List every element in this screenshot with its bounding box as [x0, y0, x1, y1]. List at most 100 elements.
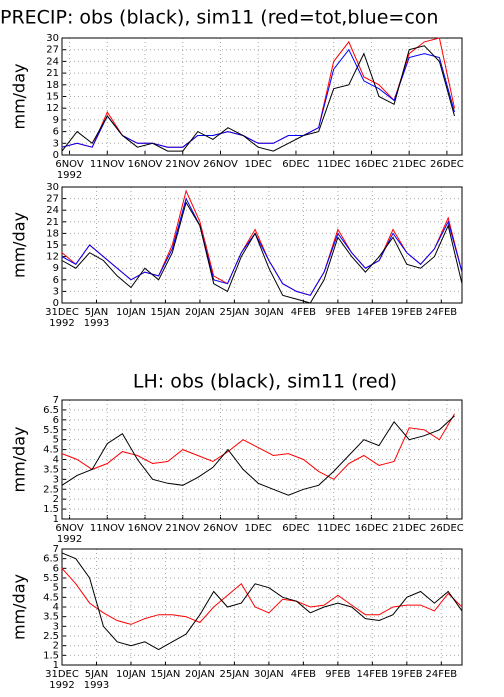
x-tick-label: 24FEB [425, 669, 457, 680]
y-tick-label: 4.5 [43, 592, 59, 603]
y-tick-label: 30 [46, 182, 59, 193]
x-tick-label: 6DEC [282, 159, 309, 170]
y-tick-label: 24 [46, 56, 59, 67]
y-tick-label: 5 [53, 435, 59, 446]
plot-frame [61, 37, 463, 156]
y-tick-label: 2.5 [43, 484, 59, 495]
x-tick-label: 9FEB [325, 669, 350, 680]
y-tick-label: 3 [53, 621, 59, 632]
x-tick-label: 16DEC [355, 523, 389, 534]
y-tick-label: 5.5 [43, 425, 59, 436]
x-tick-label: 26NOV [203, 523, 238, 534]
y-tick-label: 3 [53, 474, 59, 485]
y-tick-label: 6 [53, 415, 59, 426]
x-tick-label: 31DEC 1992 [45, 307, 79, 329]
y-axis-label: mm/day [10, 427, 29, 493]
y-axis-label: mm/day [10, 212, 29, 278]
y-tick-label: 2 [53, 641, 59, 652]
y-tick-label: 15 [46, 240, 59, 251]
y-tick-label: 5.5 [43, 573, 59, 584]
series-line [61, 201, 463, 304]
x-tick-label: 21NOV [165, 159, 200, 170]
y-tick-label: 21 [46, 68, 59, 79]
y-tick-label: 4.5 [43, 445, 59, 456]
plot-frame [61, 399, 463, 520]
y-tick-label: 6 [53, 563, 59, 574]
x-tick-label: 20JAN [185, 307, 215, 318]
x-tick-label: 5JAN 1993 [84, 307, 109, 329]
y-tick-label: 24 [46, 205, 59, 216]
y-tick-label: 1 [53, 660, 59, 671]
y-tick-label: 6.5 [43, 554, 59, 565]
x-tick-label: 6DEC [282, 523, 309, 534]
x-tick-label: 20JAN [185, 669, 215, 680]
y-tick-label: 4 [53, 455, 59, 466]
x-tick-label: 16NOV [128, 523, 163, 534]
x-tick-label: 15JAN [151, 669, 181, 680]
y-tick-label: 3 [53, 286, 59, 297]
x-tick-label: 4FEB [291, 669, 316, 680]
x-tick-label: 24FEB [425, 307, 457, 318]
x-tick-label: 9FEB [325, 307, 350, 318]
series-line [61, 45, 455, 152]
y-tick-label: 21 [46, 217, 59, 228]
y-tick-label: 6 [53, 275, 59, 286]
y-tick-label: 3.5 [43, 464, 59, 475]
y-tick-label: 6.5 [43, 405, 59, 416]
x-tick-label: 14FEB [357, 669, 389, 680]
x-tick-label: 14FEB [357, 307, 389, 318]
y-tick-label: 12 [46, 103, 59, 114]
series-line [61, 552, 463, 651]
x-tick-label: 6NOV 1992 [55, 523, 84, 545]
y-tick-label: 7 [53, 544, 59, 555]
x-tick-label: 26NOV [203, 159, 238, 170]
x-tick-label: 10JAN [116, 669, 146, 680]
x-tick-label: 6NOV 1992 [55, 159, 84, 181]
x-tick-label: 26DEC [430, 159, 464, 170]
x-tick-label: 15JAN [151, 307, 181, 318]
y-tick-label: 2.5 [43, 631, 59, 642]
x-tick-label: 30JAN [254, 669, 284, 680]
y-tick-label: 5 [53, 583, 59, 594]
y-tick-label: 18 [46, 80, 59, 91]
x-tick-label: 25JAN [219, 669, 249, 680]
y-axis-label: mm/day [10, 64, 29, 130]
x-tick-label: 25JAN [219, 307, 249, 318]
series-line [61, 48, 455, 148]
y-tick-label: 27 [46, 194, 59, 205]
y-tick-label: 9 [53, 263, 59, 274]
x-tick-label: 26DEC [430, 523, 464, 534]
x-tick-label: 11NOV [90, 523, 125, 534]
y-tick-label: 1 [53, 514, 59, 525]
y-tick-label: 0 [53, 150, 59, 161]
series-line [61, 197, 463, 296]
y-tick-label: 7 [53, 395, 59, 406]
y-tick-label: 0 [53, 298, 59, 309]
x-tick-label: 5JAN 1993 [84, 669, 109, 691]
y-tick-label: 6 [53, 127, 59, 138]
x-tick-label: 19FEB [391, 307, 423, 318]
x-tick-label: 16DEC [355, 159, 389, 170]
x-tick-label: 16NOV [128, 159, 163, 170]
y-tick-label: 18 [46, 228, 59, 239]
x-tick-label: 30JAN [254, 307, 284, 318]
x-tick-label: 4FEB [291, 307, 316, 318]
x-tick-label: 21DEC [392, 523, 426, 534]
x-tick-label: 1DEC [245, 523, 272, 534]
y-axis-label: mm/day [10, 574, 29, 640]
x-tick-label: 11DEC [317, 159, 351, 170]
series-line [61, 415, 455, 496]
x-tick-label: 10JAN [116, 307, 146, 318]
y-tick-label: 4 [53, 602, 59, 613]
y-tick-label: 12 [46, 252, 59, 263]
x-tick-label: 11DEC [317, 523, 351, 534]
y-tick-label: 15 [46, 92, 59, 103]
y-tick-label: 2 [53, 494, 59, 505]
y-tick-label: 1.5 [43, 504, 59, 515]
chart-title: PRECIP: obs (black), sim11 (red=tot,blue… [0, 7, 438, 29]
x-tick-label: 21DEC [392, 159, 426, 170]
series-line [61, 567, 463, 625]
x-tick-label: 11NOV [90, 159, 125, 170]
x-tick-label: 31DEC 1992 [45, 669, 79, 691]
